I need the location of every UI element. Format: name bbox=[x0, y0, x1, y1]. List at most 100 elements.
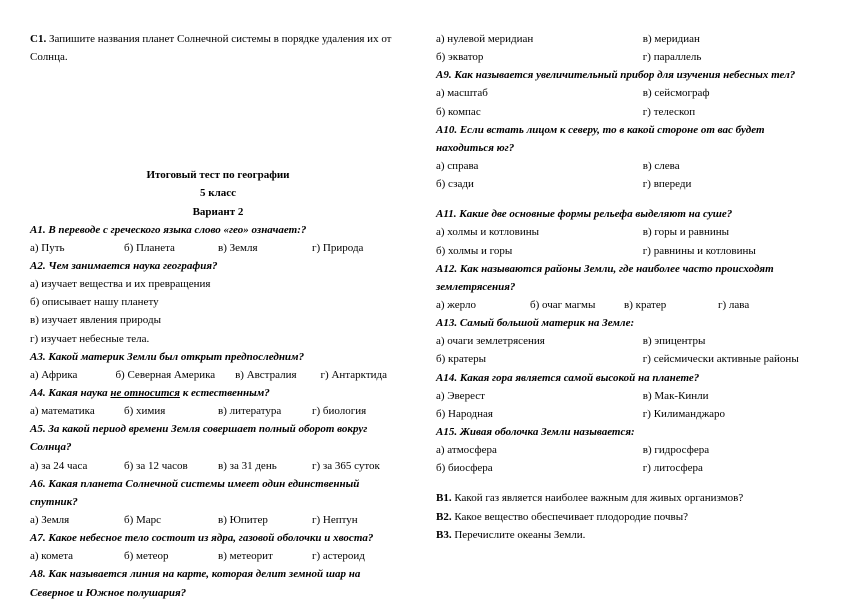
a9-row2: б) компасг) телескоп bbox=[436, 103, 812, 121]
a4-b: б) химия bbox=[124, 402, 218, 420]
right-column: а) нулевой меридианв) меридиан б) эквато… bbox=[436, 30, 812, 602]
q-a8: А8. Как называется линия на карте, котор… bbox=[30, 565, 406, 601]
q-a9: А9. Как называется увеличительный прибор… bbox=[436, 66, 812, 84]
a3-v: в) Австралия bbox=[235, 366, 320, 384]
a9-v: в) сейсмограф bbox=[643, 84, 812, 102]
left-column: С1. Запишите названия планет Солнечной с… bbox=[30, 30, 406, 602]
a1-options: а) Путь б) Планета в) Земля г) Природа bbox=[30, 239, 406, 257]
a6-b: б) Марс bbox=[124, 511, 218, 529]
a7-g: г) астероид bbox=[312, 547, 406, 565]
c1-text: Запишите названия планет Солнечной систе… bbox=[30, 33, 391, 63]
a2-b: б) описывает нашу планету bbox=[30, 293, 406, 311]
a4-a: а) математика bbox=[30, 402, 124, 420]
a12-v: в) кратер bbox=[624, 296, 718, 314]
a5-v: в) за 31 день bbox=[218, 457, 312, 475]
a5-a: а) за 24 часа bbox=[30, 457, 124, 475]
a10-row2: б) сзадиг) впереди bbox=[436, 175, 812, 193]
a9-b: б) компас bbox=[436, 103, 643, 121]
task-b1: В1. Какой газ является наиболее важным д… bbox=[436, 489, 812, 507]
a13-a: а) очаги землетрясения bbox=[436, 332, 643, 350]
a6-g: г) Нептун bbox=[312, 511, 406, 529]
a10-v: в) слева bbox=[643, 157, 812, 175]
a5-g: г) за 365 суток bbox=[312, 457, 406, 475]
test-variant: Вариант 2 bbox=[30, 203, 406, 221]
b3-prefix: В3. bbox=[436, 529, 454, 541]
a14-b: б) Народная bbox=[436, 405, 643, 423]
a14-g: г) Килиманджаро bbox=[643, 405, 812, 423]
a1-v: в) Земля bbox=[218, 239, 312, 257]
b2-text: Какое вещество обеспечивает плодородие п… bbox=[454, 511, 688, 523]
a13-row2: б) кратерыг) сейсмически активные районы bbox=[436, 350, 812, 368]
a15-g: г) литосфера bbox=[643, 459, 812, 477]
test-document: С1. Запишите названия планет Солнечной с… bbox=[30, 30, 812, 602]
a14-a: а) Эверест bbox=[436, 387, 643, 405]
b1-text: Какой газ является наиболее важным для ж… bbox=[454, 492, 743, 504]
a14-row2: б) Народнаяг) Килиманджаро bbox=[436, 405, 812, 423]
a15-row1: а) атмосферав) гидросфера bbox=[436, 441, 812, 459]
test-title: Итоговый тест по географии bbox=[30, 166, 406, 184]
a15-row2: б) биосфераг) литосфера bbox=[436, 459, 812, 477]
a7-b: б) метеор bbox=[124, 547, 218, 565]
a3-g: г) Антарктида bbox=[321, 366, 406, 384]
a9-row1: а) масштабв) сейсмограф bbox=[436, 84, 812, 102]
a11-b: б) холмы и горы bbox=[436, 242, 643, 260]
a2-v: в) изучает явления природы bbox=[30, 311, 406, 329]
a14-v: в) Мак-Кинли bbox=[643, 387, 812, 405]
task-c1: С1. Запишите названия планет Солнечной с… bbox=[30, 30, 406, 66]
a14-row1: а) Эвереств) Мак-Кинли bbox=[436, 387, 812, 405]
a3-a: а) Африка bbox=[30, 366, 115, 384]
a10-a: а) справа bbox=[436, 157, 643, 175]
a8-b: б) экватор bbox=[436, 48, 643, 66]
b2-prefix: В2. bbox=[436, 511, 454, 523]
q-a3: А3. Какой материк Земли был открыт предп… bbox=[30, 348, 406, 366]
task-b2: В2. Какое вещество обеспечивает плодород… bbox=[436, 508, 812, 526]
a11-v: в) горы и равнины bbox=[643, 223, 812, 241]
q-a15: А15. Живая оболочка Земли называется: bbox=[436, 423, 812, 441]
q-a11: А11. Какие две основные формы рельефа вы… bbox=[436, 205, 812, 223]
a15-b: б) биосфера bbox=[436, 459, 643, 477]
a12-a: а) жерло bbox=[436, 296, 530, 314]
a6-options: а) Земля б) Марс в) Юпитер г) Нептун bbox=[30, 511, 406, 529]
a12-options: а) жерло б) очаг магмы в) кратер г) лава bbox=[436, 296, 812, 314]
a12-b: б) очаг магмы bbox=[530, 296, 624, 314]
a3-b: б) Северная Америка bbox=[115, 366, 235, 384]
q-a2: А2. Чем занимается наука география? bbox=[30, 257, 406, 275]
c1-prefix: С1. bbox=[30, 33, 49, 45]
a13-b: б) кратеры bbox=[436, 350, 643, 368]
a8-v: в) меридиан bbox=[643, 30, 812, 48]
a7-v: в) метеорит bbox=[218, 547, 312, 565]
q-a13: А13. Самый большой материк на Земле: bbox=[436, 314, 812, 332]
a10-g: г) впереди bbox=[643, 175, 812, 193]
task-b3: В3. Перечислите океаны Земли. bbox=[436, 526, 812, 544]
a2-g: г) изучает небесные тела. bbox=[30, 330, 406, 348]
a7-a: а) комета bbox=[30, 547, 124, 565]
a13-v: в) эпицентры bbox=[643, 332, 812, 350]
q-a10: А10. Если встать лицом к северу, то в ка… bbox=[436, 121, 812, 157]
a4-g: г) биология bbox=[312, 402, 406, 420]
a7-options: а) комета б) метеор в) метеорит г) астер… bbox=[30, 547, 406, 565]
a6-v: в) Юпитер bbox=[218, 511, 312, 529]
a13-row1: а) очаги землетрясенияв) эпицентры bbox=[436, 332, 812, 350]
a11-row1: а) холмы и котловиныв) горы и равнины bbox=[436, 223, 812, 241]
q-a7: А7. Какое небесное тело состоит из ядра,… bbox=[30, 529, 406, 547]
b1-prefix: В1. bbox=[436, 492, 454, 504]
a1-g: г) Природа bbox=[312, 239, 406, 257]
a5-options: а) за 24 часа б) за 12 часов в) за 31 де… bbox=[30, 457, 406, 475]
a3-options: а) Африка б) Северная Америка в) Австрал… bbox=[30, 366, 406, 384]
a15-a: а) атмосфера bbox=[436, 441, 643, 459]
a4-v: в) литература bbox=[218, 402, 312, 420]
b3-text: Перечислите океаны Земли. bbox=[454, 529, 585, 541]
a6-a: а) Земля bbox=[30, 511, 124, 529]
a13-g: г) сейсмически активные районы bbox=[643, 350, 812, 368]
a15-v: в) гидросфера bbox=[643, 441, 812, 459]
q-a14: А14. Какая гора является самой высокой н… bbox=[436, 369, 812, 387]
a11-row2: б) холмы и горыг) равнины и котловины bbox=[436, 242, 812, 260]
a10-b: б) сзади bbox=[436, 175, 643, 193]
a4-options: а) математика б) химия в) литература г) … bbox=[30, 402, 406, 420]
q-a12: А12. Как называются районы Земли, где на… bbox=[436, 260, 812, 296]
q-a4: А4. Какая наука не относится к естествен… bbox=[30, 384, 406, 402]
a8-g: г) параллель bbox=[643, 48, 812, 66]
a1-b: б) Планета bbox=[124, 239, 218, 257]
test-grade: 5 класс bbox=[30, 184, 406, 202]
a9-g: г) телескоп bbox=[643, 103, 812, 121]
